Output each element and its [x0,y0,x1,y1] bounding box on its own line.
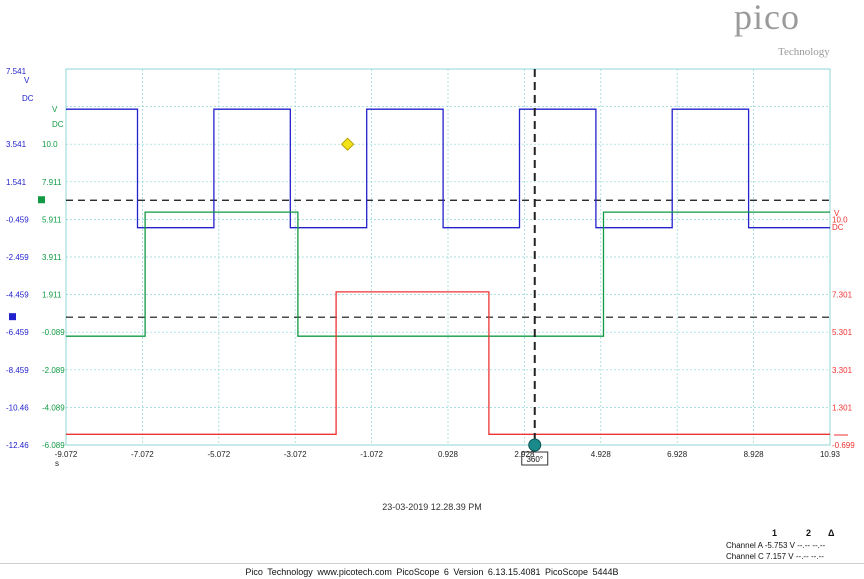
channel-c-trace [66,291,830,435]
channel-b-trace [66,211,830,337]
x-tick-label: -7.072 [131,450,154,459]
axis-c-tick-label: 7.301 [832,291,853,300]
x-tick-label: 6.928 [667,450,688,459]
measure-value-delta: --.-- [810,552,824,561]
axis-a-tick-label: -4.459 [6,291,29,300]
axis-c-coupling: DC [832,223,844,232]
footer-company: Pico Technology [245,567,313,577]
measure-channel-label: Channel A [726,541,763,550]
trigger-marker [340,137,355,151]
axis-a-tick-label: -8.459 [6,366,29,375]
channel-a-trace [66,108,830,229]
axis-a-coupling: DC [22,94,34,103]
axis-b-tick-label: -6.089 [42,441,65,450]
axis-a-tick-label: -12.46 [6,441,29,450]
axis-c-tick-label: -0.699 [832,441,855,450]
axis-a-tick-label: 1.541 [6,178,27,187]
cursor-label: 360° [526,455,543,464]
x-tick-label: 10.93 [820,450,841,459]
x-axis-unit: s [55,459,59,468]
axis-b-tick-label: 10.0 [42,140,58,149]
measure-value-2: --.-- [797,541,811,550]
x-tick-label: -3.072 [284,450,307,459]
axis-a-unit: V [24,76,30,85]
capture-timestamp: 23-03-2019 12.28.39 PM [382,502,482,512]
axis-a-tick-label: -0.459 [6,215,29,224]
axis-c-tick-label: 10.0 [832,215,848,224]
logo-wordmark: pico [734,0,800,37]
footer-url[interactable]: www.picotech.com [317,567,392,577]
x-tick-label: 2.928 [514,450,535,459]
channel-b-offset-marker[interactable] [38,196,45,204]
x-tick-label: 4.928 [591,450,612,459]
axis-b-tick-label: 3.911 [42,253,62,262]
axis-b-tick-label: -2.089 [42,366,65,375]
x-tick-label: -5.072 [207,450,230,459]
measure-value-1: 7.157 V [766,552,794,561]
measure-channel-label: Channel C [726,552,764,561]
x-tick-label: 8.928 [744,450,765,459]
axis-a-tick-label: 3.541 [6,140,27,149]
measure-value-2: --.-- [795,552,809,561]
x-tick-label: 0.928 [438,450,459,459]
footer-device: PicoScope 5444B [545,567,619,577]
axis-b-tick-label: 7.911 [42,178,62,187]
axis-c-tick-label: 5.301 [832,328,853,337]
axis-b-tick-label: 1.911 [42,291,62,300]
measure-row: Channel A -5.753 V --.-- --.-- [726,541,825,550]
oscilloscope-chart[interactable]: 360° -9.072 -7.072 -5.072 -3.072 -1.072 0.928… [0,0,864,500]
footer-divider [0,563,864,564]
measure-value-delta: --.-- [812,541,826,550]
axis-c-tick-label: 1.301 [832,403,853,412]
axis-b-tick-label: -4.089 [42,403,65,412]
axis-c-tick-label: 3.301 [832,366,853,375]
measure-header-2: 2 [806,528,812,538]
axis-a-tick-label: -6.459 [6,328,29,337]
cursor-label-box [521,451,549,466]
measure-value-1: -5.753 V [764,541,795,550]
axis-b-unit: V [52,105,58,114]
footer-software: PicoScope 6 Version 6.13.15.4081 [396,567,541,577]
x-tick-label: -1.072 [360,450,383,459]
axis-a-tick-label: -10.46 [6,403,29,412]
time-cursor-handle[interactable] [528,438,542,452]
axis-c-unit: V [834,209,840,218]
axis-b-tick-label: -0.089 [42,328,65,337]
logo-subtitle: Technology [778,46,830,58]
footer: Pico Technology www.picotech.com PicoSco… [0,567,864,577]
channel-a-offset-marker[interactable] [9,313,16,321]
measure-row: Channel C 7.157 V --.-- --.-- [726,552,824,561]
measure-header-delta: Δ [828,528,835,538]
axis-a-tick-label: -2.459 [6,253,29,262]
measure-header-1: 1 [772,528,778,538]
axis-b-tick-label: 5.911 [42,215,62,224]
axis-b-coupling: DC [52,120,64,129]
axis-a-tick-label: 7.541 [6,67,27,76]
pico-logo: pico Technology [726,0,856,60]
x-tick-label: -9.072 [55,450,78,459]
